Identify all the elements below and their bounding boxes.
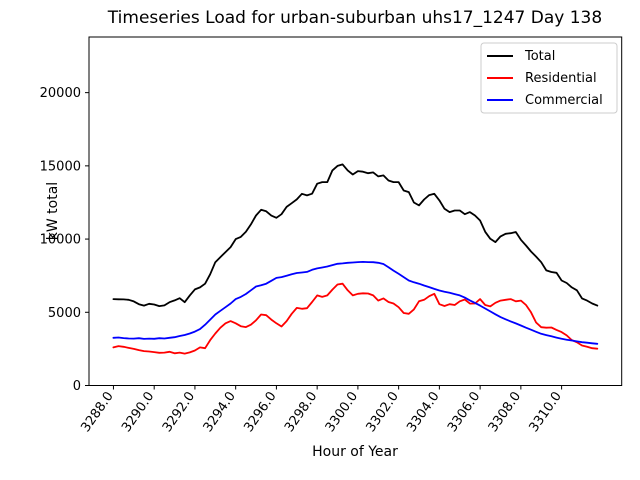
x-tick-label: 3292.0 xyxy=(160,389,198,435)
y-tick-label: 10000 xyxy=(40,233,81,248)
chart-title: Timeseries Load for urban-suburban uhs17… xyxy=(107,8,602,28)
plot-area: 3288.0 3290.0 3292.0 3294.0 3296.0 3298.0 3300… xyxy=(40,86,599,435)
x-axis-label: Hour of Year xyxy=(312,444,398,460)
series-line-commercial xyxy=(112,260,599,345)
plot-border xyxy=(88,36,623,386)
x-tick-label: 3300.0 xyxy=(323,389,361,435)
legend-item-total: Total xyxy=(487,49,555,64)
legend-label-residential: Residential xyxy=(525,71,597,86)
y-tick-label: 15000 xyxy=(40,159,81,174)
x-tick-label: 3288.0 xyxy=(78,389,116,435)
x-tick-label: 3298.0 xyxy=(282,389,320,435)
y-tick-label: 20000 xyxy=(40,86,81,101)
x-tick-label: 3296.0 xyxy=(241,389,279,435)
legend-label-total: Total xyxy=(524,49,555,64)
legend-label-commercial: Commercial xyxy=(525,93,603,108)
legend-item-commercial: Commercial xyxy=(487,93,603,108)
legend: Total Residential Commercial xyxy=(480,42,618,114)
x-tick-label: 3294.0 xyxy=(201,389,239,435)
x-tick-label: 3306.0 xyxy=(445,389,483,435)
series-line-total xyxy=(112,163,599,308)
x-tick-label: 3310.0 xyxy=(526,389,564,435)
y-axis-label: kW total xyxy=(45,182,61,240)
legend-box xyxy=(480,42,618,114)
y-tick-label: 0 xyxy=(73,379,81,394)
x-tick-label: 3308.0 xyxy=(486,389,524,435)
series-line-residential xyxy=(112,282,599,355)
y-tick-label: 5000 xyxy=(48,306,81,321)
x-tick-label: 3302.0 xyxy=(364,389,402,435)
x-tick-label: 3290.0 xyxy=(119,389,157,435)
x-tick-label: 3304.0 xyxy=(404,389,442,435)
legend-item-residential: Residential xyxy=(487,71,597,86)
